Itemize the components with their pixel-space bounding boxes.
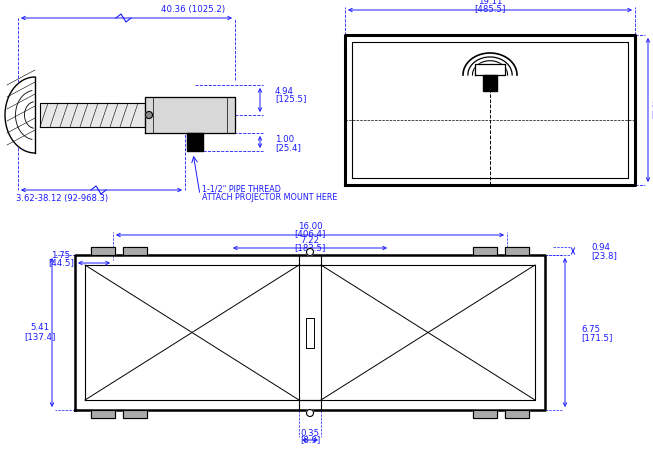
Polygon shape — [475, 64, 505, 75]
Text: 8.62: 8.62 — [651, 101, 653, 111]
Circle shape — [306, 248, 313, 255]
Polygon shape — [187, 133, 203, 151]
Text: [137.4]: [137.4] — [24, 332, 56, 341]
Text: ATTACH PROJECTOR MOUNT HERE: ATTACH PROJECTOR MOUNT HERE — [202, 193, 338, 201]
Polygon shape — [345, 35, 635, 185]
Polygon shape — [505, 247, 529, 255]
Polygon shape — [505, 410, 529, 418]
Polygon shape — [473, 410, 497, 418]
Text: [171.5]: [171.5] — [581, 333, 613, 343]
Polygon shape — [473, 247, 497, 255]
Text: 5.41: 5.41 — [31, 324, 50, 332]
Polygon shape — [145, 97, 235, 133]
Text: 7.22: 7.22 — [300, 237, 319, 246]
Text: 1.75: 1.75 — [52, 252, 71, 260]
Polygon shape — [40, 103, 145, 127]
Polygon shape — [91, 410, 115, 418]
Polygon shape — [306, 318, 314, 348]
Text: 0.94: 0.94 — [591, 244, 610, 252]
Circle shape — [306, 410, 313, 417]
Text: [485.5]: [485.5] — [474, 5, 505, 13]
Text: [406.4]: [406.4] — [295, 230, 326, 239]
Text: 0.35: 0.35 — [300, 429, 319, 438]
Text: [23.8]: [23.8] — [591, 252, 617, 260]
Polygon shape — [123, 247, 147, 255]
Text: [125.5]: [125.5] — [275, 94, 306, 104]
Text: 1.00: 1.00 — [275, 134, 294, 144]
Polygon shape — [75, 255, 545, 410]
Circle shape — [146, 112, 153, 119]
Text: [44.5]: [44.5] — [48, 259, 74, 267]
Polygon shape — [483, 75, 497, 91]
Text: [8.9]: [8.9] — [300, 436, 320, 445]
Text: 40.36 (1025.2): 40.36 (1025.2) — [161, 6, 225, 14]
Text: 4.94: 4.94 — [275, 86, 294, 95]
Text: 6.75: 6.75 — [581, 325, 600, 333]
Polygon shape — [5, 77, 35, 153]
Text: [183.5]: [183.5] — [295, 244, 326, 252]
Text: 1-1/2" PIPE THREAD: 1-1/2" PIPE THREAD — [202, 185, 281, 193]
Text: 16.00: 16.00 — [298, 222, 323, 232]
Polygon shape — [91, 247, 115, 255]
Polygon shape — [123, 410, 147, 418]
Text: 19.11: 19.11 — [478, 0, 502, 7]
Text: [219.0]: [219.0] — [651, 111, 653, 120]
Text: [25.4]: [25.4] — [275, 144, 301, 153]
Text: 3.62-38.12 (92-968.3): 3.62-38.12 (92-968.3) — [16, 193, 108, 202]
